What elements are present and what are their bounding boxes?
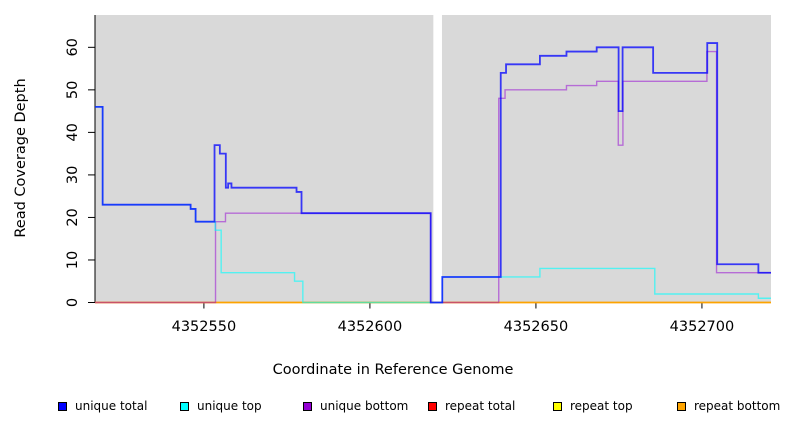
y-tick-label: 10 [65,251,81,269]
y-tick-label: 40 [65,123,81,141]
y-tick-label: 20 [65,208,81,226]
legend-label-repeat-top: repeat top [570,399,633,413]
y-tick-label: 0 [65,298,81,307]
legend-swatch-unique-total [58,401,67,411]
y-tick-label: 30 [65,166,81,184]
legend-label-unique-bottom: unique bottom [320,399,409,413]
legend-item-repeat-bottom: repeat bottom [677,399,780,413]
legend-label-unique-total: unique total [75,399,148,413]
legend-label-repeat-total: repeat total [445,399,516,413]
legend-item-unique-total: unique total [58,399,147,413]
legend-swatch-repeat-top [553,401,562,411]
legend-label-repeat-bottom: repeat bottom [694,399,781,413]
legend-item-repeat-total: repeat total [428,399,515,413]
x-tick-label: 4352550 [172,319,237,335]
series-unique-bottom [95,50,771,304]
chart-legend: unique total unique top unique bottom repea… [0,399,792,417]
legend-item-repeat-top: repeat top [553,399,633,413]
legend-swatch-repeat-total [428,401,437,411]
x-tick-label: 4352600 [338,319,403,335]
y-axis-title: Read Coverage Depth [13,78,29,238]
legend-item-unique-top: unique top [180,399,262,413]
y-tick-label: 50 [65,81,81,99]
series-unique-total [95,42,771,304]
legend-swatch-unique-top [180,401,189,411]
x-axis-title: Coordinate in Reference Genome [272,362,514,378]
panel-right [441,15,771,303]
x-tick-label: 4352700 [670,319,735,335]
legend-swatch-repeat-bottom [677,401,686,411]
legend-item-unique-bottom: unique bottom [303,399,408,413]
legend-swatch-unique-bottom [303,401,312,411]
y-tick-label: 60 [65,38,81,56]
legend-label-unique-top: unique top [197,399,262,413]
x-tick-label: 4352650 [504,319,569,335]
panel-left [95,15,434,303]
